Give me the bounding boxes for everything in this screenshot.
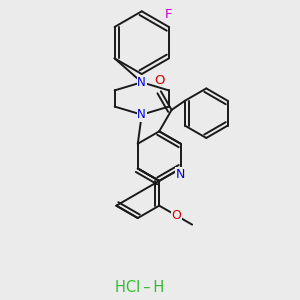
- Text: N: N: [176, 168, 185, 181]
- Text: O: O: [172, 209, 181, 222]
- Text: HCl – H: HCl – H: [116, 280, 165, 295]
- Text: O: O: [154, 74, 164, 87]
- Text: N: N: [137, 76, 146, 89]
- Text: N: N: [137, 108, 146, 121]
- Text: F: F: [165, 8, 173, 21]
